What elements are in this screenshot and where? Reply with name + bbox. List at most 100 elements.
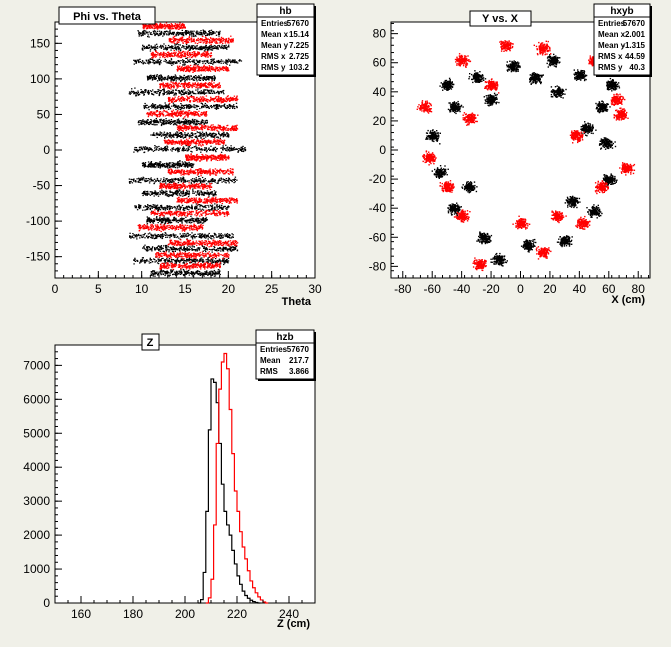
data-point xyxy=(146,194,148,196)
data-point xyxy=(176,249,178,251)
data-point xyxy=(185,248,188,250)
data-point xyxy=(192,219,194,221)
data-point xyxy=(222,249,224,251)
data-point xyxy=(191,60,194,62)
data-point xyxy=(193,47,196,49)
data-point xyxy=(222,132,224,134)
data-point xyxy=(146,220,148,222)
data-point xyxy=(180,93,183,95)
data-point xyxy=(148,182,151,184)
data-point xyxy=(203,275,205,277)
data-point xyxy=(213,179,215,181)
data-point xyxy=(142,257,144,259)
data-point xyxy=(195,203,198,205)
data-point xyxy=(211,207,213,209)
data-point xyxy=(190,150,192,152)
data-point xyxy=(231,59,234,61)
data-point xyxy=(168,179,170,181)
data-point xyxy=(185,30,188,32)
data-point xyxy=(169,179,171,182)
data-point xyxy=(181,193,183,195)
data-point xyxy=(234,149,236,151)
data-point xyxy=(170,120,173,123)
data-point xyxy=(174,183,177,185)
data-point xyxy=(218,271,220,274)
data-point xyxy=(225,62,227,64)
data-point xyxy=(170,46,173,48)
data-point xyxy=(225,61,227,64)
data-point xyxy=(176,44,178,46)
data-point xyxy=(163,48,166,50)
data-point xyxy=(201,104,204,106)
data-point xyxy=(183,107,185,110)
data-point xyxy=(166,62,168,64)
data-point xyxy=(193,104,196,106)
data-point xyxy=(191,246,193,248)
data-point xyxy=(146,208,149,210)
data-point xyxy=(215,205,218,207)
data-point xyxy=(206,193,208,195)
data-point xyxy=(138,59,140,61)
data-point xyxy=(130,92,132,94)
data-point xyxy=(168,60,171,62)
data-point xyxy=(204,89,206,91)
data-point xyxy=(174,247,176,249)
data-point xyxy=(141,257,144,259)
data-point xyxy=(196,80,198,82)
data-point xyxy=(187,105,189,107)
data-point xyxy=(158,164,160,166)
data-point xyxy=(200,90,202,92)
data-point xyxy=(161,148,164,150)
data-point xyxy=(177,161,179,163)
data-point xyxy=(170,265,173,267)
data-point xyxy=(177,191,179,193)
data-point xyxy=(181,107,183,110)
data-point xyxy=(165,61,167,63)
data-point xyxy=(196,193,199,195)
data-point xyxy=(162,147,165,150)
data-point xyxy=(184,81,186,83)
data-point xyxy=(183,149,186,151)
data-point xyxy=(150,235,153,237)
data-point xyxy=(199,236,201,238)
data-point xyxy=(153,78,155,80)
data-point xyxy=(196,122,198,124)
data-point xyxy=(160,221,163,223)
data-point xyxy=(184,166,186,168)
data-point xyxy=(175,221,178,223)
data-point xyxy=(181,191,183,193)
data-point xyxy=(162,234,164,236)
data-point xyxy=(211,133,214,135)
data-point xyxy=(189,248,191,251)
data-point xyxy=(202,193,204,195)
data-point xyxy=(171,134,173,136)
data-point xyxy=(171,47,174,49)
data-point xyxy=(210,236,212,238)
data-point xyxy=(147,206,149,208)
data-point xyxy=(186,191,188,193)
data-point xyxy=(192,258,194,260)
data-point xyxy=(188,192,191,194)
data-point xyxy=(199,107,201,110)
data-point xyxy=(150,206,153,208)
data-point xyxy=(139,237,141,239)
data-point xyxy=(164,260,166,262)
data-point xyxy=(232,234,234,236)
data-point xyxy=(206,234,208,237)
data-point xyxy=(168,209,171,211)
data-point xyxy=(153,195,155,197)
data-point xyxy=(173,120,176,122)
data-point xyxy=(227,248,229,250)
data-point xyxy=(214,246,216,248)
data-point xyxy=(219,259,221,261)
data-point xyxy=(203,78,205,80)
data-point xyxy=(176,259,178,261)
data-point xyxy=(171,147,173,149)
data-point xyxy=(233,179,235,181)
data-point xyxy=(207,204,209,207)
data-point xyxy=(191,179,193,181)
data-point xyxy=(140,122,143,124)
data-point xyxy=(201,102,203,105)
data-point xyxy=(236,250,239,252)
data-point xyxy=(200,235,203,237)
